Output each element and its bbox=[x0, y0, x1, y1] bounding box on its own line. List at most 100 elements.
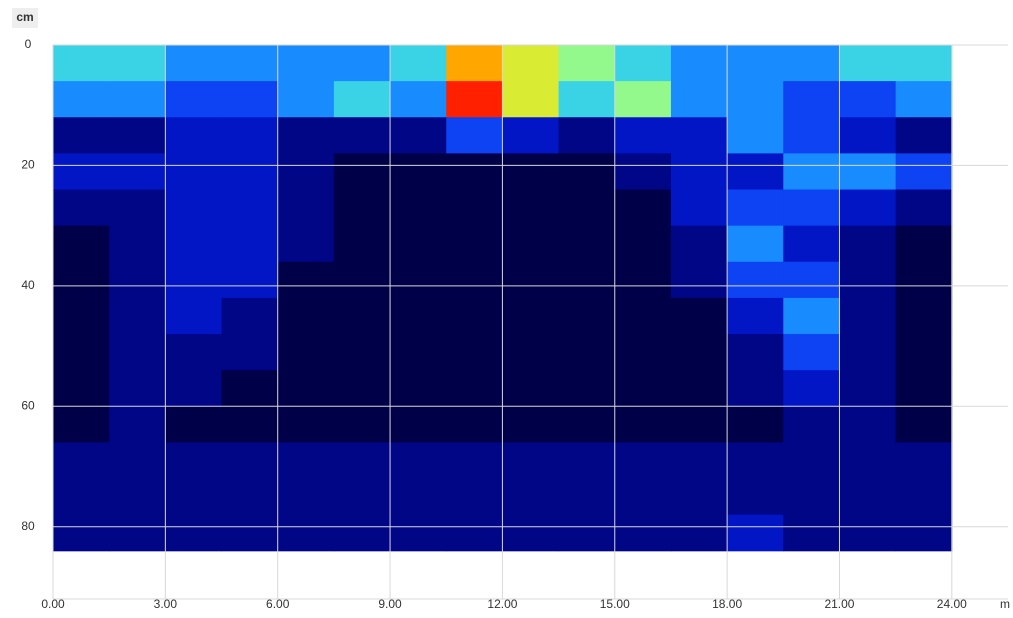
heatmap-cell bbox=[670, 370, 728, 407]
heatmap-cell bbox=[670, 334, 728, 371]
heatmap-cell bbox=[895, 189, 953, 227]
heatmap-cell bbox=[221, 406, 279, 443]
heatmap-cell bbox=[502, 478, 560, 516]
heatmap-cell bbox=[839, 297, 897, 335]
heatmap-cell bbox=[727, 81, 784, 118]
heatmap-cell bbox=[783, 153, 840, 191]
heatmap-cell bbox=[614, 514, 672, 552]
heatmap-cell bbox=[727, 189, 784, 227]
heatmap-cell bbox=[446, 225, 503, 263]
heatmap-cell bbox=[502, 189, 560, 227]
heatmap-cell bbox=[109, 370, 166, 407]
heatmap-cell bbox=[109, 442, 166, 480]
heatmap-cell bbox=[727, 514, 784, 552]
heatmap-cell bbox=[502, 442, 560, 480]
heatmap-cell bbox=[783, 478, 840, 516]
heatmap-cell bbox=[558, 334, 616, 371]
heatmap-cell bbox=[53, 261, 110, 299]
heatmap-cell bbox=[53, 189, 110, 227]
heatmap-cell bbox=[727, 297, 784, 335]
heatmap-cell bbox=[277, 442, 335, 480]
heatmap-cell bbox=[277, 478, 335, 516]
heatmap-cell bbox=[895, 478, 953, 516]
heatmap-cell bbox=[783, 189, 840, 227]
heatmap-cell bbox=[558, 442, 616, 480]
heatmap-cell bbox=[390, 81, 447, 118]
heatmap-cell bbox=[446, 478, 503, 516]
heatmap-cell bbox=[53, 297, 110, 335]
heatmap-cell bbox=[333, 478, 391, 516]
heatmap-cell bbox=[502, 334, 560, 371]
heatmap-cell bbox=[53, 442, 110, 480]
heatmap-cell bbox=[277, 406, 335, 443]
heatmap-cell bbox=[614, 442, 672, 480]
y-tick-label: 60 bbox=[21, 398, 35, 412]
heatmap-cell bbox=[390, 225, 447, 263]
heatmap-cell bbox=[502, 261, 560, 299]
heatmap-cell bbox=[390, 478, 447, 516]
heatmap-cell bbox=[895, 297, 953, 335]
heatmap-cell bbox=[109, 117, 166, 154]
heatmap-cell bbox=[670, 45, 728, 82]
heatmap-cell bbox=[333, 189, 391, 227]
heatmap-cell bbox=[390, 261, 447, 299]
heatmap-cell bbox=[727, 334, 784, 371]
heatmap-cell bbox=[558, 189, 616, 227]
heatmap-cell bbox=[727, 225, 784, 263]
heatmap-cell bbox=[277, 153, 335, 191]
x-tick-label: 3.00 bbox=[154, 597, 178, 611]
heatmap-cell bbox=[277, 297, 335, 335]
heatmap-cell bbox=[670, 81, 728, 118]
heatmap-cell bbox=[502, 225, 560, 263]
heatmap-cell bbox=[727, 261, 784, 299]
x-tick-label: 24.00 bbox=[937, 597, 967, 611]
heatmap-cell bbox=[53, 81, 110, 118]
heatmap-cell bbox=[558, 514, 616, 552]
heatmap-cell bbox=[277, 261, 335, 299]
heatmap-cell bbox=[221, 478, 279, 516]
heatmap-cell bbox=[165, 261, 223, 299]
heatmap-cell bbox=[53, 478, 110, 516]
heatmap-cell bbox=[446, 45, 503, 82]
heatmap-cell bbox=[390, 45, 447, 82]
heatmap-cell bbox=[614, 334, 672, 371]
heatmap-cell bbox=[446, 406, 503, 443]
heatmap-cell bbox=[165, 153, 223, 191]
heatmap-cell bbox=[221, 297, 279, 335]
heatmap-cell bbox=[502, 514, 560, 552]
heatmap-cell bbox=[53, 370, 110, 407]
heatmap-cell bbox=[670, 117, 728, 154]
heatmap-cell bbox=[783, 334, 840, 371]
heatmap-cell bbox=[109, 406, 166, 443]
heatmap-cell bbox=[502, 370, 560, 407]
heatmap-cell bbox=[165, 334, 223, 371]
heatmap-cell bbox=[783, 297, 840, 335]
heatmap-cell bbox=[502, 406, 560, 443]
heatmap-cell bbox=[783, 406, 840, 443]
x-tick-label: 15.00 bbox=[600, 597, 630, 611]
axes: 0 20 40 60 80 0.00 3.00 6.00 9.00 12.00 15.00 18.00… bbox=[21, 37, 1008, 611]
heatmap-cell bbox=[670, 514, 728, 552]
heatmap-cell bbox=[727, 45, 784, 82]
heatmap-cell bbox=[221, 334, 279, 371]
heatmap-cell bbox=[390, 442, 447, 480]
heatmap-cell bbox=[614, 478, 672, 516]
heatmap-cell bbox=[614, 45, 672, 82]
heatmap-cell bbox=[558, 45, 616, 82]
heatmap-cell bbox=[558, 370, 616, 407]
heatmap-cell bbox=[727, 370, 784, 407]
heatmap-cell bbox=[333, 370, 391, 407]
heatmap-cell bbox=[333, 225, 391, 263]
heatmap-cell bbox=[783, 45, 840, 82]
heatmap-cell bbox=[221, 442, 279, 480]
heatmap-cell bbox=[839, 370, 897, 407]
heatmap-cell bbox=[558, 261, 616, 299]
x-tick-label: 21.00 bbox=[824, 597, 854, 611]
heatmap-cell bbox=[895, 370, 953, 407]
heatmap-cell bbox=[165, 117, 223, 154]
heatmap-cell bbox=[109, 478, 166, 516]
heatmap-cell bbox=[895, 406, 953, 443]
heatmap-cell bbox=[558, 153, 616, 191]
heatmap-cell bbox=[390, 117, 447, 154]
